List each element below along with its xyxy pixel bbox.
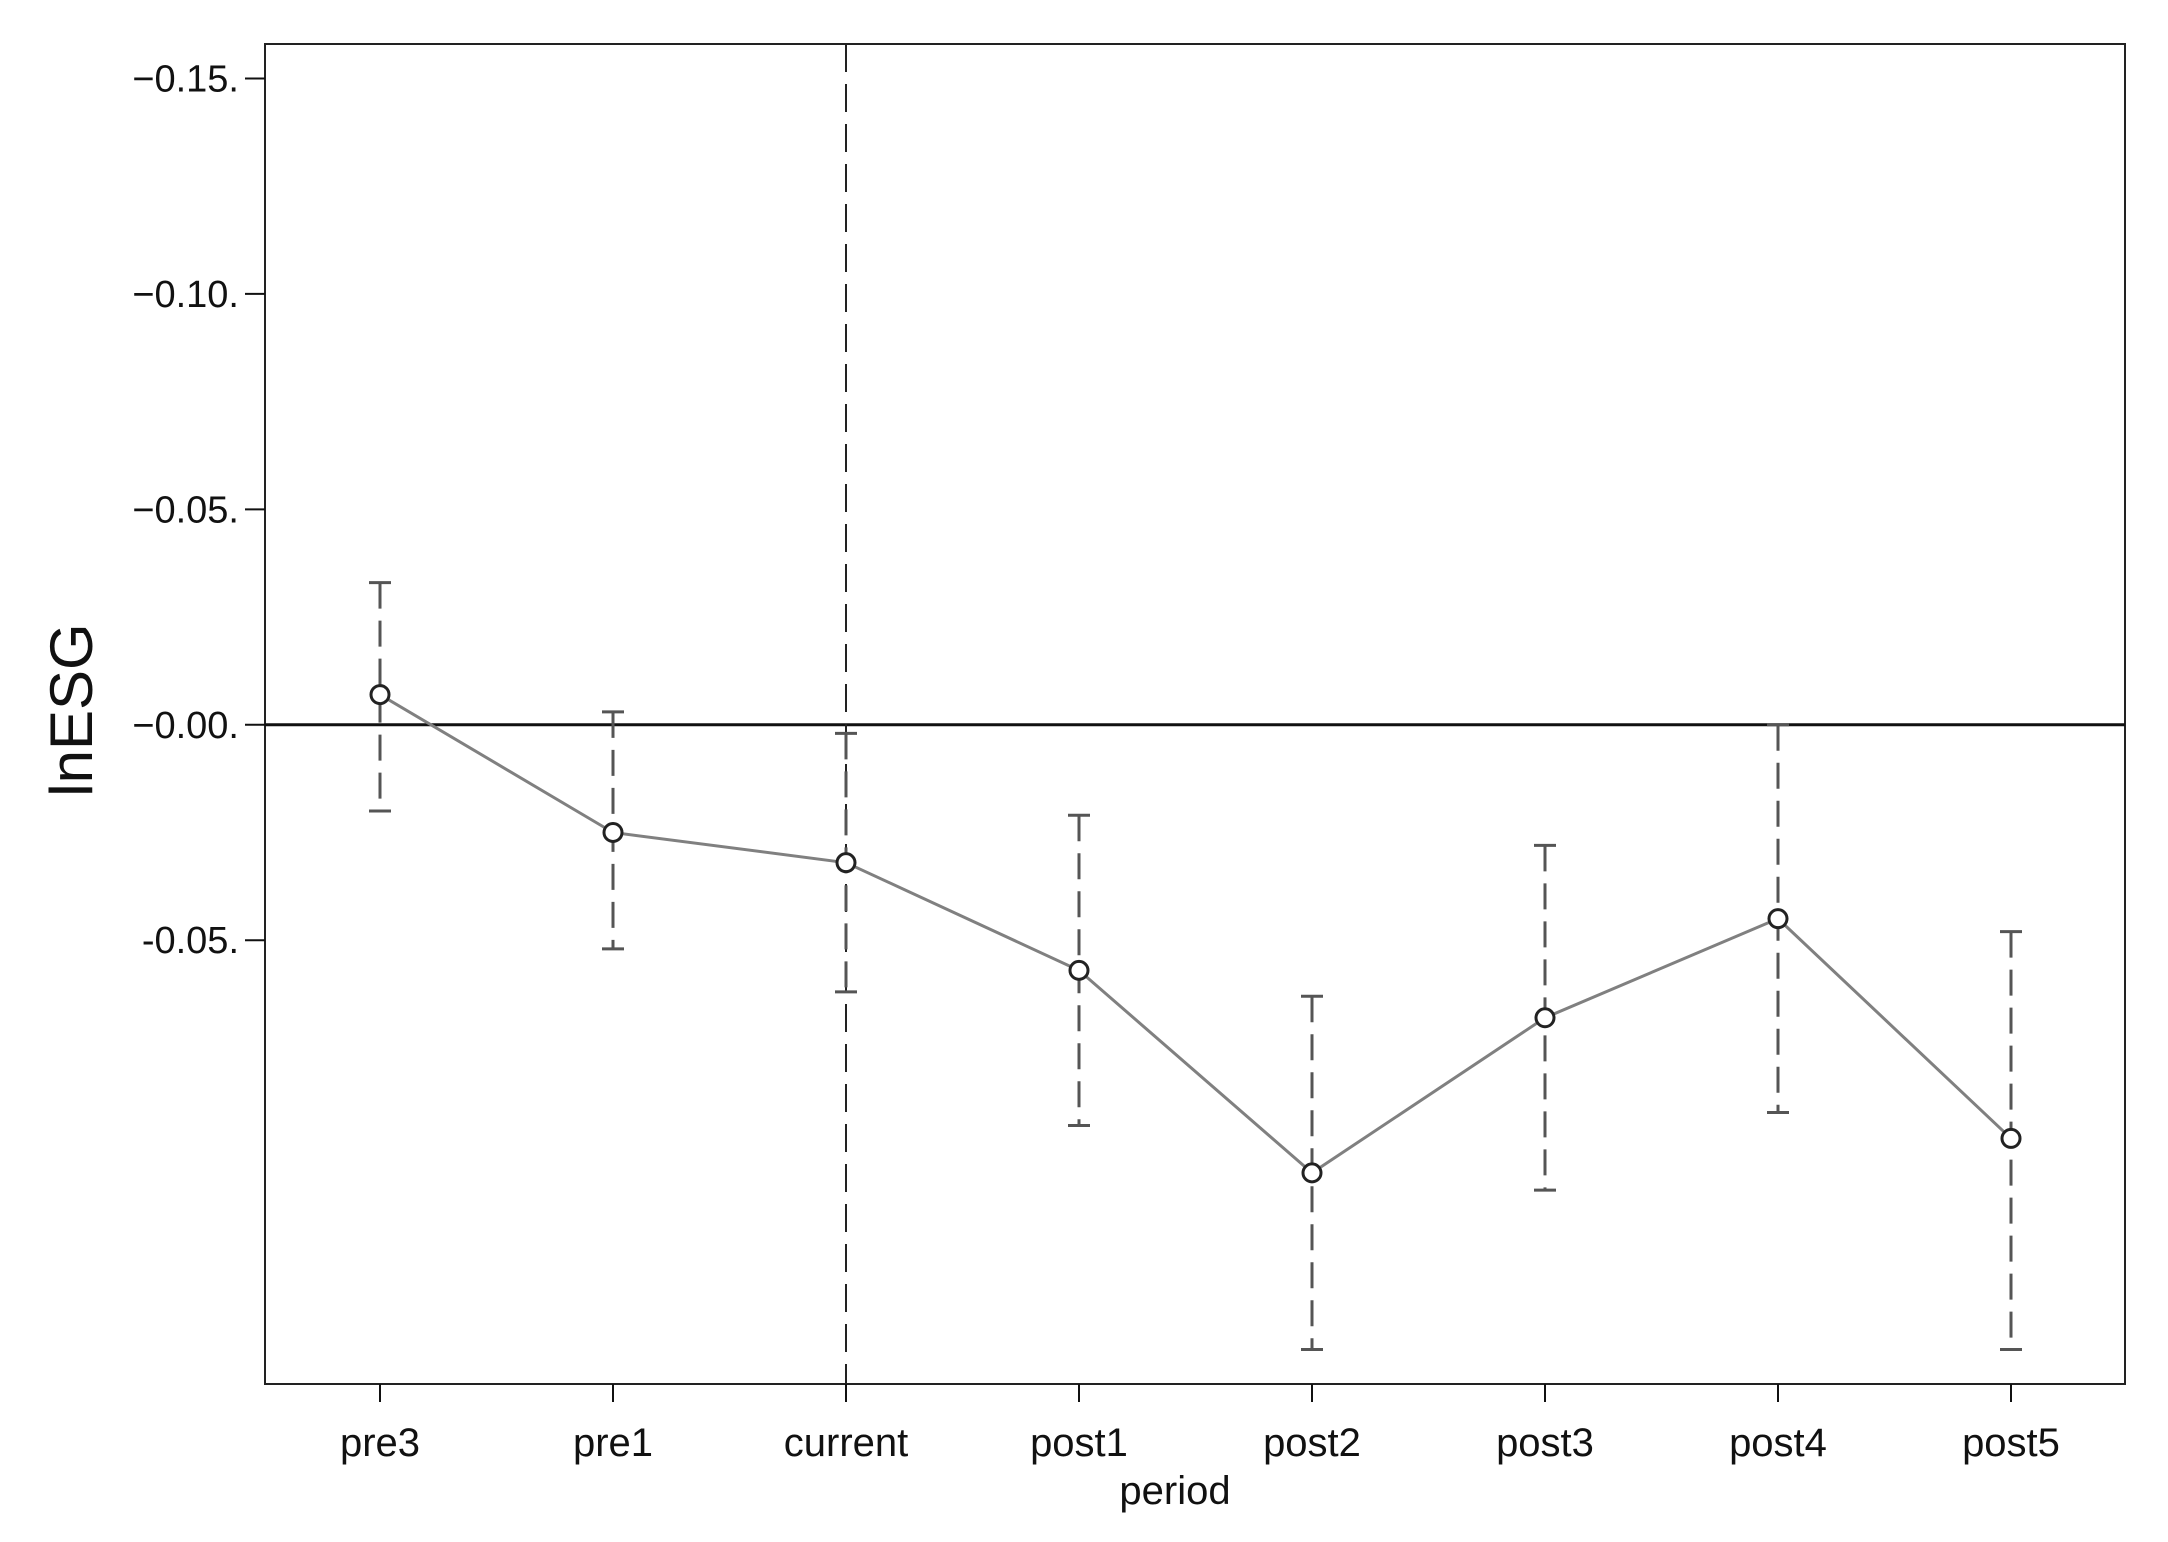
data-point (1534, 1007, 1556, 1029)
y-tick-label: −0.00. (132, 705, 239, 747)
x-tick-label: pre3 (340, 1421, 420, 1465)
data-point (1068, 959, 1090, 981)
data-point (602, 821, 624, 843)
x-axis-title: period (1119, 1469, 1230, 1513)
y-tick-label: −0.05. (132, 489, 239, 531)
y-tick-label: −0.15. (132, 58, 239, 100)
x-tick-label: pre1 (573, 1421, 653, 1465)
x-tick-label: post1 (1030, 1421, 1128, 1465)
data-point (369, 684, 391, 706)
y-tick-label: −0.10. (132, 274, 239, 316)
x-tick-label: current (784, 1421, 909, 1465)
x-tick-label: post4 (1729, 1421, 1827, 1465)
data-point (1767, 908, 1789, 930)
data-point (835, 852, 857, 874)
y-axis-title: lnESG (38, 623, 105, 796)
plot-marks: −0.15. −0.10. −0.05. −0.00. -0.05. pre3 pre1 cu… (132, 44, 2125, 1465)
plot-frame (264, 43, 2126, 1385)
x-tick-label: post3 (1496, 1421, 1594, 1465)
data-point (1301, 1162, 1323, 1184)
x-tick-label: post5 (1962, 1421, 2060, 1465)
x-tick-label: post2 (1263, 1421, 1361, 1465)
series-line (379, 693, 2013, 1175)
y-tick-label: -0.05. (142, 920, 239, 962)
data-point (2000, 1127, 2022, 1149)
